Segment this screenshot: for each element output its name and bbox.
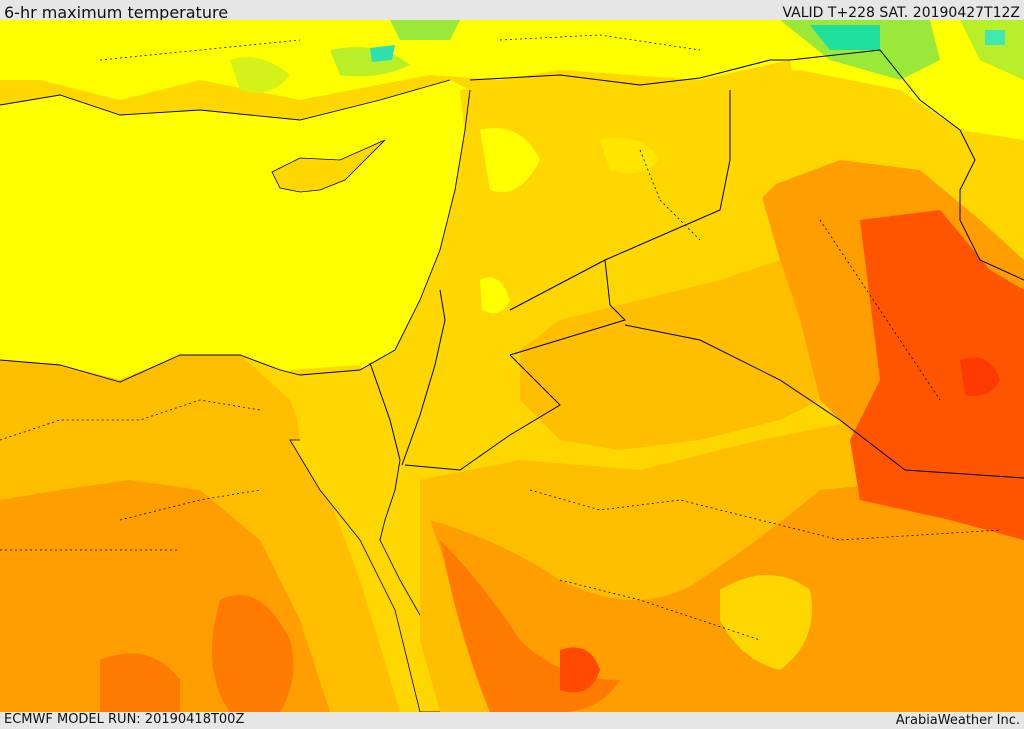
- header-bar: 6-hr maximum temperature VALID T+228 SAT…: [0, 0, 1024, 22]
- temperature-zone-levant-yellow: [600, 137, 660, 174]
- border-line: [624, 324, 1024, 479]
- province-line: [499, 34, 701, 51]
- valid-time: VALID T+228 SAT. 20190427T12Z: [782, 5, 1020, 21]
- border-line: [509, 259, 606, 311]
- temperature-zone-arabia-yellow: [720, 575, 812, 670]
- temperature-zone-levant-yellow: [480, 277, 510, 314]
- temperature-zone-central: [520, 260, 820, 450]
- temperature-map: [0, 20, 1024, 712]
- temperature-zone-egypt-hot: [212, 595, 294, 712]
- border-line: [789, 49, 1024, 281]
- border-line: [369, 362, 401, 461]
- footer-bar: ECMWF MODEL RUN: 20190418T00Z ArabiaWeat…: [0, 712, 1024, 729]
- province-boundaries: [0, 34, 1001, 641]
- temperature-zone-green: [230, 57, 290, 93]
- coast-line: [0, 89, 471, 383]
- province-line: [529, 489, 1001, 541]
- temperature-zone-cyan: [370, 45, 395, 62]
- temperature-zone-iraq-red: [960, 357, 1000, 396]
- country-borders: [369, 49, 1024, 479]
- border-line: [509, 259, 626, 356]
- province-line: [819, 219, 941, 401]
- temperature-zone-cyan: [985, 30, 1005, 45]
- mediterranean-sea: [0, 80, 470, 380]
- credit-label: ArabiaWeather Inc.: [895, 713, 1020, 728]
- temperature-zone-green: [960, 20, 1024, 80]
- border-line: [604, 90, 731, 261]
- temperature-zone-egypt-hot: [100, 653, 180, 712]
- temperature-zone-sinai: [290, 365, 400, 540]
- temperature-zone-cyan: [810, 25, 880, 50]
- coastlines: [0, 79, 471, 541]
- province-line: [99, 39, 301, 61]
- temperature-zone-levant: [460, 60, 800, 320]
- temperature-zone-green: [390, 20, 460, 40]
- temperature-zone-iraq-hot: [850, 210, 1024, 540]
- coast-line: [379, 459, 401, 541]
- border-line: [401, 289, 446, 466]
- temperature-zone-north: [0, 20, 1024, 140]
- province-line: [559, 579, 761, 641]
- model-run-label: ECMWF MODEL RUN: 20190418T00Z: [4, 712, 245, 727]
- temperature-zone-arabia-hot: [560, 647, 600, 693]
- province-line: [639, 149, 661, 201]
- coast-line: [0, 79, 451, 121]
- temperature-zone-levant-yellow: [480, 128, 540, 192]
- province-line: [0, 399, 261, 441]
- map-title: 6-hr maximum temperature: [4, 3, 229, 22]
- border-line: [469, 59, 790, 86]
- border-line: [404, 354, 561, 471]
- cyprus-island: [271, 139, 386, 193]
- temperature-zone-arabia-hot: [440, 540, 620, 712]
